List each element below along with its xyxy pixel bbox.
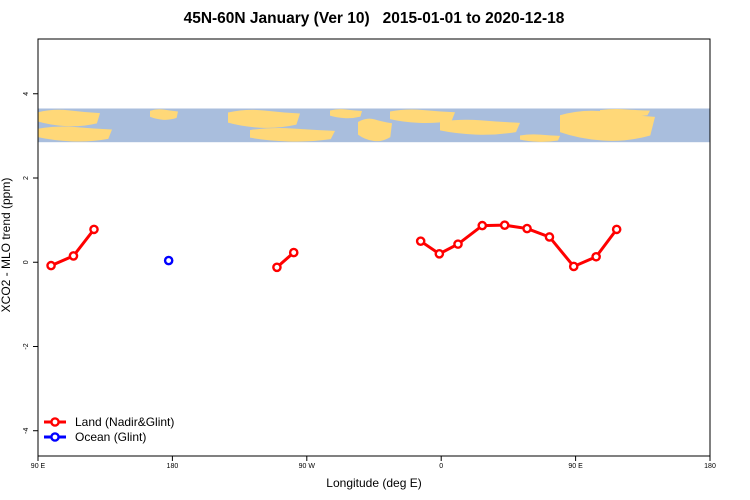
- data-point-ocean-glint: [163, 255, 174, 266]
- map-land-4: [250, 128, 335, 142]
- x-tick-label: 90 E: [568, 463, 583, 470]
- series: [46, 220, 622, 273]
- data-point-land-nadir-glint: [522, 223, 532, 234]
- map-land-7: [390, 109, 455, 124]
- chart-title: 45N-60N January (Ver 10) 2015-01-01 to 2…: [183, 10, 565, 27]
- legend-label: Land (Nadir&Glint): [75, 415, 174, 429]
- data-point-land-nadir-glint: [68, 251, 79, 261]
- data-point-land-nadir-glint: [499, 220, 510, 230]
- legend: Land (Nadir&Glint)Ocean (Glint): [44, 415, 174, 444]
- map-land-5: [330, 109, 362, 119]
- x-tick-label: 180: [704, 463, 716, 470]
- map-land-6: [358, 118, 392, 142]
- y-tick-label: 4: [23, 92, 30, 96]
- data-point-land-nadir-glint: [46, 260, 56, 271]
- y-tick-label: 2: [23, 176, 30, 180]
- data-point-land-nadir-glint: [611, 224, 622, 235]
- data-point-land-nadir-glint: [288, 247, 299, 258]
- data-point-land-nadir-glint: [568, 261, 579, 272]
- x-tick-label: 180: [167, 463, 179, 470]
- map-land-3: [228, 109, 300, 128]
- x-axis-label: Longitude (deg E): [326, 476, 422, 490]
- map-land-1: [38, 126, 112, 142]
- data-point-land-nadir-glint: [477, 220, 488, 231]
- world-map-band: [38, 108, 710, 143]
- legend-marker: [50, 417, 60, 427]
- data-point-land-nadir-glint: [415, 236, 426, 246]
- data-point-land-nadir-glint: [544, 232, 555, 242]
- y-tick-label: -2: [23, 343, 30, 349]
- map-land-11: [600, 109, 650, 117]
- plot-frame: [37, 38, 711, 457]
- x-tick-label: 90 W: [299, 463, 316, 470]
- legend-label: Ocean (Glint): [75, 430, 146, 444]
- axes: 90 E 180 90 W 0 90 E 180 -4 -2 0 2 4: [23, 92, 716, 470]
- x-tick-label: 0: [439, 463, 443, 470]
- data-point-land-nadir-glint: [453, 239, 463, 249]
- map-land-9: [520, 134, 560, 142]
- data-point-land-nadir-glint: [591, 251, 601, 262]
- map-land-0: [38, 109, 100, 127]
- y-tick-label: 0: [23, 260, 30, 264]
- x-tick-label: 90 E: [31, 463, 46, 470]
- y-tick-label: -4: [23, 428, 30, 434]
- map-land-8: [440, 119, 520, 135]
- map-land-2: [150, 109, 178, 120]
- data-point-land-nadir-glint: [272, 262, 282, 273]
- legend-marker: [50, 432, 60, 442]
- data-point-land-nadir-glint: [434, 249, 445, 259]
- map-land-10: [560, 110, 655, 141]
- series-line-land-nadir-glint: [419, 223, 618, 269]
- data-point-land-nadir-glint: [89, 224, 99, 235]
